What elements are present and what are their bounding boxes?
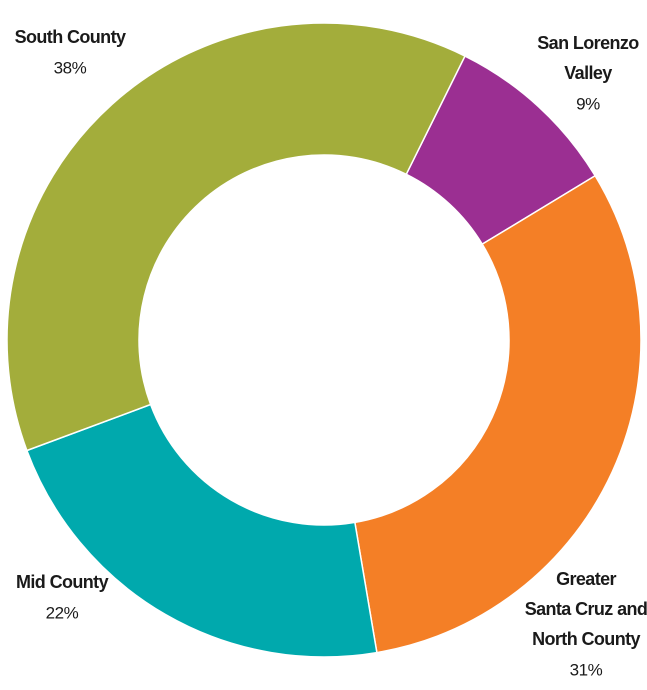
label-line: San Lorenzo: [537, 33, 639, 53]
donut-segment: [25, 403, 378, 658]
label-line: Santa Cruz and: [525, 599, 647, 619]
segment-label: Greater Santa Cruz and North County: [525, 569, 647, 649]
segment-label: Mid County: [16, 572, 109, 592]
segment-label: San Lorenzo Valley: [537, 33, 639, 83]
label-line: North County: [532, 629, 640, 649]
label-line: Valley: [564, 63, 612, 83]
percent-label: 38%: [54, 58, 87, 77]
label-line: Mid County: [16, 572, 109, 592]
segment-label: South County: [15, 27, 126, 47]
percent-label: 22%: [46, 603, 79, 622]
percent-label: 9%: [576, 94, 600, 113]
percent-label: 31%: [570, 660, 603, 679]
label-line: South County: [15, 27, 126, 47]
label-line: Greater: [556, 569, 616, 589]
donut-segment: [353, 174, 642, 654]
donut-segment: [6, 22, 466, 452]
